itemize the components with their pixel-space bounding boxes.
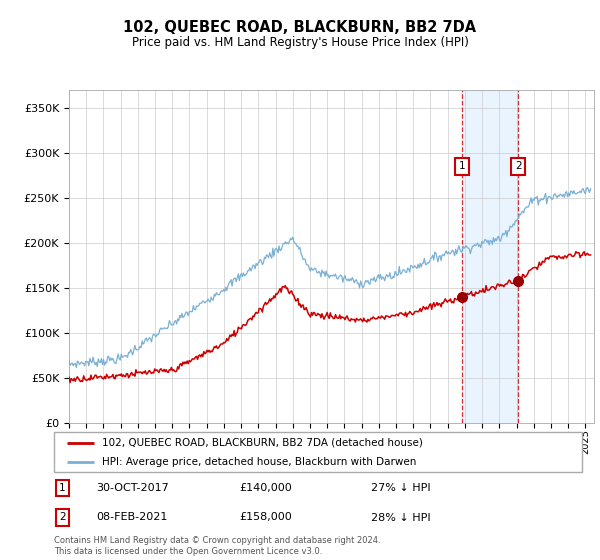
Text: £140,000: £140,000 <box>239 483 292 493</box>
Text: 28% ↓ HPI: 28% ↓ HPI <box>371 512 430 522</box>
Text: HPI: Average price, detached house, Blackburn with Darwen: HPI: Average price, detached house, Blac… <box>101 457 416 467</box>
Text: 2: 2 <box>59 512 66 522</box>
Text: 1: 1 <box>458 161 465 171</box>
Text: 1: 1 <box>59 483 66 493</box>
Text: 08-FEB-2021: 08-FEB-2021 <box>96 512 167 522</box>
Text: Price paid vs. HM Land Registry's House Price Index (HPI): Price paid vs. HM Land Registry's House … <box>131 36 469 49</box>
Text: £158,000: £158,000 <box>239 512 292 522</box>
Text: 2: 2 <box>515 161 521 171</box>
Text: 30-OCT-2017: 30-OCT-2017 <box>96 483 169 493</box>
Text: 102, QUEBEC ROAD, BLACKBURN, BB2 7DA (detached house): 102, QUEBEC ROAD, BLACKBURN, BB2 7DA (de… <box>101 437 422 447</box>
Text: 27% ↓ HPI: 27% ↓ HPI <box>371 483 430 493</box>
Text: 102, QUEBEC ROAD, BLACKBURN, BB2 7DA: 102, QUEBEC ROAD, BLACKBURN, BB2 7DA <box>124 20 476 35</box>
Bar <box>462 90 518 423</box>
Text: Contains HM Land Registry data © Crown copyright and database right 2024.
This d: Contains HM Land Registry data © Crown c… <box>54 536 380 556</box>
FancyBboxPatch shape <box>54 432 582 473</box>
